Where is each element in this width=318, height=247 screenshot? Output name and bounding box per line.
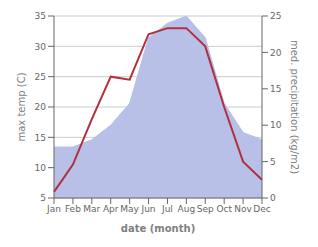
svg-text:5: 5 — [40, 193, 46, 203]
svg-text:Aug: Aug — [178, 204, 196, 214]
svg-text:Jul: Jul — [161, 204, 173, 214]
svg-text:Jan: Jan — [46, 204, 61, 214]
svg-text:30: 30 — [35, 42, 47, 52]
svg-text:max temp (C): max temp (C) — [16, 72, 27, 141]
svg-text:25: 25 — [35, 72, 46, 82]
svg-text:Jun: Jun — [141, 204, 156, 214]
svg-text:5: 5 — [270, 157, 276, 167]
svg-text:Nov: Nov — [234, 204, 252, 214]
svg-text:Mar: Mar — [83, 204, 100, 214]
svg-text:Oct: Oct — [216, 204, 232, 214]
svg-text:Apr: Apr — [103, 204, 119, 214]
svg-text:date (month): date (month) — [121, 223, 195, 234]
svg-text:Dec: Dec — [253, 204, 270, 214]
svg-text:10: 10 — [270, 120, 282, 130]
svg-text:20: 20 — [35, 102, 47, 112]
svg-text:Feb: Feb — [65, 204, 81, 214]
svg-text:May: May — [120, 204, 139, 214]
svg-text:15: 15 — [270, 84, 281, 94]
svg-text:35: 35 — [35, 11, 46, 21]
svg-text:20: 20 — [270, 48, 282, 58]
svg-text:15: 15 — [35, 133, 46, 143]
svg-text:Sep: Sep — [197, 204, 214, 214]
svg-text:25: 25 — [270, 11, 281, 21]
svg-text:0: 0 — [270, 193, 276, 203]
svg-text:10: 10 — [35, 163, 47, 173]
svg-text:med. precipitation (kg/m2): med. precipitation (kg/m2) — [289, 40, 300, 174]
